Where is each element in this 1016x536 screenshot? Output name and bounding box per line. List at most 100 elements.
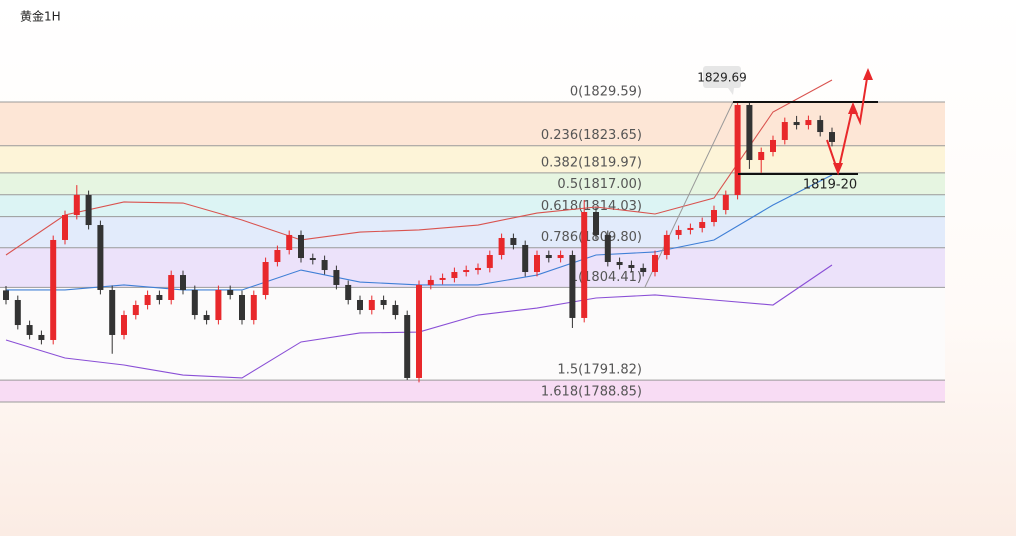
- candle-body: [26, 325, 33, 335]
- fib-band: [0, 172, 945, 195]
- candle-body: [746, 105, 753, 161]
- candle-body: [38, 334, 45, 340]
- candle-body: [581, 211, 588, 318]
- candle-body: [734, 105, 741, 195]
- candle-body: [628, 265, 635, 268]
- candle-body: [699, 222, 706, 228]
- candle-body: [498, 237, 505, 256]
- candle-body: [321, 260, 328, 271]
- candle-body: [510, 237, 517, 245]
- candle-body: [180, 275, 186, 290]
- fib-label: 1.618(1788.85): [541, 384, 642, 399]
- candle-body: [652, 255, 658, 273]
- fib-label: 0.786(1809.80): [541, 230, 642, 245]
- candle-body: [14, 299, 21, 326]
- candle-body: [274, 249, 281, 262]
- candle-body: [97, 225, 104, 290]
- candle-body: [486, 255, 493, 268]
- candle-body: [475, 267, 481, 271]
- candle-body: [286, 234, 293, 250]
- fib-band: [0, 247, 945, 288]
- fib-band: [0, 380, 945, 402]
- candle-body: [168, 275, 175, 300]
- candle-body: [722, 194, 729, 211]
- candle-body: [156, 294, 163, 300]
- candle-body: [357, 299, 363, 311]
- candle-body: [805, 120, 812, 126]
- arrow-head: [863, 68, 873, 80]
- candle-body: [463, 270, 470, 273]
- annotation: 1819-20: [803, 178, 857, 193]
- candle-body: [203, 315, 210, 321]
- fib-label: 1.5(1791.82): [557, 363, 642, 378]
- candle-layer: [3, 101, 835, 383]
- candle-body: [711, 210, 717, 223]
- candle-body: [557, 255, 564, 259]
- candle-body: [793, 122, 800, 126]
- fib-band: [0, 101, 945, 146]
- candle-body: [817, 120, 824, 133]
- annotation: 1829.69: [697, 71, 747, 85]
- fib-label: 0.236(1823.65): [541, 128, 642, 143]
- candle-body: [640, 267, 647, 273]
- fib-label: 0.618(1814.03): [541, 199, 642, 214]
- candle-body: [770, 139, 776, 152]
- fib-band: [0, 194, 945, 217]
- candle-body: [758, 151, 765, 161]
- candle-body: [62, 215, 68, 240]
- arrow-head: [848, 102, 858, 114]
- candle-body: [593, 211, 599, 235]
- candle-body: [121, 315, 127, 335]
- candle-body: [522, 244, 529, 273]
- candle-body: [345, 284, 352, 300]
- candle-body: [50, 239, 57, 340]
- candle-body: [451, 272, 458, 278]
- fib-layer: 0(1829.59) 0.236(1823.65) 0.382(1819.97) 0.…: [0, 84, 945, 403]
- candle-body: [392, 305, 399, 316]
- annotation-pointer: [728, 88, 734, 95]
- fib-band: [0, 145, 945, 173]
- candle-body: [534, 255, 540, 273]
- candle-body: [250, 294, 257, 321]
- candle-body: [109, 289, 116, 335]
- candle-body: [416, 284, 422, 378]
- candle-body: [380, 299, 387, 306]
- candle-body: [333, 270, 340, 285]
- candle-body: [663, 234, 670, 256]
- candle-body: [687, 227, 694, 230]
- candle-body: [829, 132, 835, 142]
- candle-body: [675, 229, 682, 235]
- fib-label: 0(1829.59): [570, 84, 642, 99]
- candle-body: [309, 258, 316, 261]
- candle-body: [73, 194, 80, 216]
- candle-body: [227, 289, 234, 295]
- fib-label: 1(1804.41): [570, 270, 642, 285]
- candle-body: [132, 305, 139, 316]
- arrow-head: [833, 163, 843, 175]
- chart-title: 黄金1H: [20, 9, 61, 24]
- candle-body: [85, 194, 92, 226]
- fib-label: 0.5(1817.00): [557, 177, 642, 192]
- candle-body: [298, 234, 304, 259]
- candle-body: [427, 279, 434, 285]
- candle-body: [439, 277, 446, 280]
- candle-body: [781, 122, 788, 140]
- candle-body: [616, 261, 623, 266]
- annotation-box: [703, 66, 741, 88]
- candle-body: [545, 255, 552, 259]
- candle-body: [604, 234, 611, 262]
- candle-body: [191, 289, 198, 316]
- fib-band: [0, 216, 945, 248]
- candle-body: [215, 289, 222, 321]
- candle-body: [239, 294, 245, 321]
- candle-body: [144, 294, 151, 306]
- candle-body: [262, 261, 269, 295]
- candle-body: [404, 315, 411, 378]
- candle-body: [368, 299, 375, 311]
- fib-band: [0, 287, 945, 381]
- fib-label: 0.382(1819.97): [541, 155, 642, 170]
- candle-body: [3, 290, 9, 300]
- trend-line: [644, 101, 734, 288]
